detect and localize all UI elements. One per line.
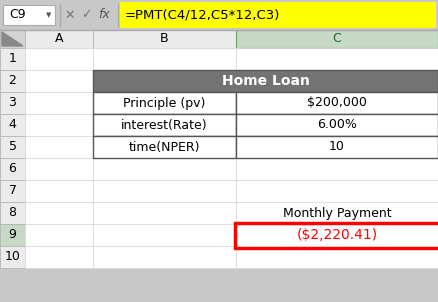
Bar [93,224,236,246]
Bar [93,136,236,158]
Bar [25,114,93,136]
Text: time(NPER): time(NPER) [129,140,200,153]
Bar [0,30,25,48]
Bar [236,202,438,224]
Bar [93,158,236,180]
Bar [25,136,93,158]
Bar [93,48,236,70]
Bar [93,30,236,48]
Bar [25,224,93,246]
Bar [120,2,436,28]
Bar [0,92,25,114]
Bar [236,180,438,202]
Text: 4: 4 [9,118,17,131]
Text: B: B [160,33,169,46]
Text: 9: 9 [9,229,17,242]
Bar [0,202,25,224]
Bar [25,30,93,48]
Text: Home Loan: Home Loan [222,74,309,88]
Bar [93,114,236,136]
Bar [0,158,25,180]
Text: Monthly Payment: Monthly Payment [283,207,391,220]
Text: ($2,220.41): ($2,220.41) [297,228,378,242]
Text: fx: fx [98,8,110,21]
Bar [25,70,93,92]
Text: A: A [55,33,63,46]
Bar [93,114,236,136]
Bar [25,180,93,202]
Text: C: C [332,33,341,46]
Text: 3: 3 [9,97,17,110]
Text: 2: 2 [9,75,17,88]
Bar [236,136,438,158]
Bar [236,114,438,136]
Bar [234,223,438,248]
Text: 6: 6 [9,162,17,175]
Bar [93,92,236,114]
Bar [236,92,438,114]
Bar [25,202,93,224]
Bar [25,48,93,70]
Bar [93,136,236,158]
Bar [25,92,93,114]
Bar [236,92,438,114]
Bar [0,246,25,268]
Text: 1: 1 [9,53,17,66]
Bar [25,246,93,268]
Bar [0,136,25,158]
Text: 10: 10 [4,250,21,264]
Bar [236,158,438,180]
Bar [93,246,236,268]
Text: 8: 8 [8,207,17,220]
Text: C9: C9 [9,8,26,21]
Bar [25,158,93,180]
Bar [236,114,438,136]
Bar [0,0,438,30]
Text: 5: 5 [8,140,17,153]
Text: 6.00%: 6.00% [317,118,357,131]
Bar [93,70,438,92]
Bar [236,70,438,92]
Text: =PMT(C4/12,C5*12,C3): =PMT(C4/12,C5*12,C3) [125,8,280,21]
Text: Principle (pv): Principle (pv) [124,97,206,110]
Bar [0,70,25,92]
Bar [93,92,236,114]
Bar [236,224,438,246]
Text: ✕: ✕ [65,8,75,21]
Text: ✓: ✓ [81,8,91,21]
Bar [236,136,438,158]
Bar [236,246,438,268]
Bar [0,180,25,202]
Text: ▼: ▼ [46,12,52,18]
Bar [93,70,236,92]
Text: 10: 10 [329,140,345,153]
Bar [236,30,438,48]
Bar [0,224,25,246]
Text: interest(Rate): interest(Rate) [121,118,208,131]
Bar [0,48,25,70]
Bar [236,48,438,70]
Bar [0,114,25,136]
Text: 7: 7 [8,185,17,198]
Bar [3,5,55,25]
Text: $200,000: $200,000 [307,97,367,110]
Bar [93,180,236,202]
Bar [93,202,236,224]
Polygon shape [2,32,23,46]
